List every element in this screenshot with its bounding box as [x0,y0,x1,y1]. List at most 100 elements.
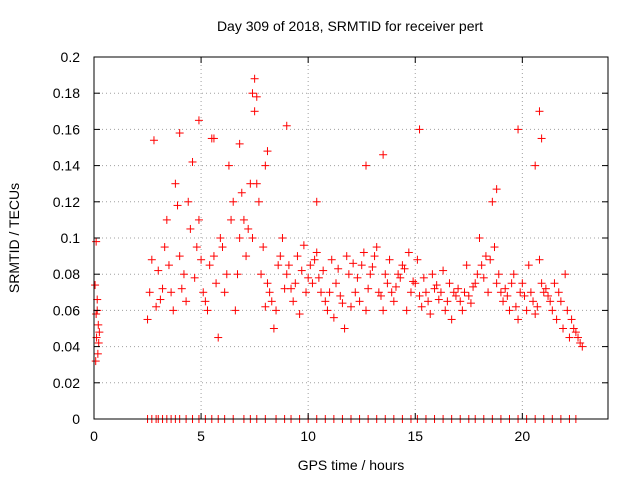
data-point [284,261,293,270]
data-point [535,255,544,264]
data-point [242,252,251,261]
data-point [194,116,203,125]
data-point [263,279,272,288]
data-point [289,297,298,306]
data-point [299,241,308,250]
y-axis-ticks: 0 0.02 0.04 0.06 0.08 0.1 0.12 0.14 0.16 0.18 0.2 [53,49,608,427]
data-point [175,252,184,261]
data-point [569,324,578,333]
y-tick-label: 0.08 [53,266,80,282]
data-point [449,288,458,297]
data-point [310,255,319,264]
data-point [537,134,546,143]
data-point [257,270,266,279]
data-point [509,270,518,279]
data-point [201,297,210,306]
data-point [227,215,236,224]
data-point [171,179,180,188]
data-point [220,288,229,297]
y-tick-label: 0.12 [53,194,80,210]
data-point [94,338,103,347]
data-point [336,291,345,300]
data-point [466,299,475,308]
data-point [205,261,214,270]
data-point [514,125,523,134]
data-point [158,284,167,293]
y-tick-label: 0.18 [53,85,80,101]
data-point [312,197,321,206]
data-point [475,234,484,242]
data-point [93,349,102,358]
data-point [379,306,388,315]
data-point [520,291,529,300]
data-point [576,338,585,347]
data-point [91,357,100,366]
data-point [347,302,355,311]
x-tick-label: 10 [300,428,316,444]
data-point [370,252,379,261]
data-point [526,288,535,297]
data-point [190,273,199,282]
data-point [492,279,501,288]
y-tick-label: 0.14 [53,158,80,174]
data-point [490,243,499,252]
data-point [361,306,370,315]
data-point [496,288,505,297]
data-point [149,136,158,145]
data-point [462,261,471,270]
data-point [445,279,454,288]
data-point [261,302,270,311]
data-point [561,270,570,279]
data-point [274,261,283,270]
data-point [518,279,527,288]
data-point [167,288,176,297]
data-point [222,270,231,279]
data-point [567,315,576,324]
data-point [552,315,561,324]
data-point [235,139,244,148]
data-point [511,302,520,311]
data-point [218,243,227,252]
y-tick-label: 0.02 [53,375,80,391]
data-point [359,248,368,257]
data-point [209,252,218,261]
data-point [563,306,572,315]
data-point [524,261,533,270]
data-point [92,237,101,246]
data-point [175,129,184,138]
data-point [578,342,587,351]
data-point [250,74,259,83]
data-point [312,248,321,257]
data-point [164,261,173,270]
data-point [548,306,557,315]
data-point [199,288,208,297]
data-point [368,262,377,271]
data-point [325,288,334,297]
data-point [319,266,328,275]
data-point [507,279,516,288]
data-point [304,273,313,282]
data-point [432,281,441,290]
data-point [342,252,351,261]
data-point [428,270,437,279]
data-point [531,310,540,319]
data-point [188,157,197,166]
data-point [265,288,274,297]
data-point [364,284,373,293]
data-point [353,273,362,282]
data-point [92,310,101,319]
data-point [235,234,244,242]
data-point [537,279,546,288]
data-point [152,302,161,311]
data-point [91,281,100,290]
data-point [385,255,394,264]
data-point [372,243,381,252]
data-point [203,306,212,315]
data-point [173,201,182,210]
data-point [361,161,370,170]
x-axis-ticks: 0 5 10 15 20 [90,57,530,444]
data-point [329,313,338,322]
data-point [436,288,445,297]
data-point [413,255,422,264]
data-point [261,161,270,170]
